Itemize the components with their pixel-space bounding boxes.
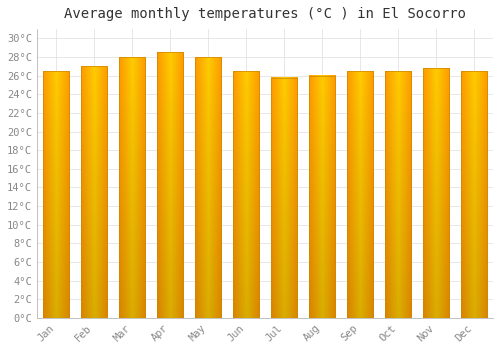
Bar	[156, 52, 183, 318]
Bar	[232, 71, 259, 318]
Bar	[194, 57, 221, 318]
Bar	[422, 68, 450, 318]
Bar	[460, 71, 487, 318]
Bar	[42, 71, 69, 318]
Bar	[118, 57, 145, 318]
Title: Average monthly temperatures (°C ) in El Socorro: Average monthly temperatures (°C ) in El…	[64, 7, 466, 21]
Bar	[270, 77, 297, 318]
Bar	[384, 71, 411, 318]
Bar	[346, 71, 374, 318]
Bar	[80, 66, 107, 318]
Bar	[308, 76, 336, 318]
